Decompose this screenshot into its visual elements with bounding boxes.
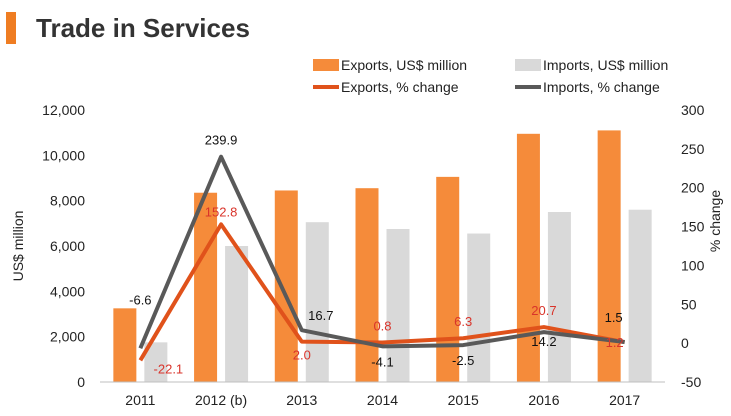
y-tick-label: 8,000 <box>50 193 85 209</box>
exports-change-label: 20.7 <box>531 303 556 318</box>
legend-label-exports-line: Exports, % change <box>341 79 459 95</box>
exports-change-label: 152.8 <box>205 204 238 219</box>
exports-change-label: 0.8 <box>373 319 391 334</box>
x-tick-label: 2015 <box>448 392 479 408</box>
imports-change-label: 14.2 <box>531 334 556 349</box>
x-tick-label: 2013 <box>286 392 317 408</box>
x-tick-label: 2012 (b) <box>195 392 247 408</box>
imports-change-label: -4.1 <box>371 354 393 369</box>
imports-bar <box>225 246 249 382</box>
x-tick-label: 2016 <box>528 392 559 408</box>
y-tick-label: 4,000 <box>50 283 85 299</box>
exports-bar <box>597 130 621 382</box>
imports-change-line <box>138 154 625 350</box>
legend-label-imports-bar: Imports, US$ million <box>543 57 668 73</box>
imports-change-label: 1.5 <box>605 310 623 325</box>
exports-bar <box>113 308 137 382</box>
exports-change-line <box>138 222 626 362</box>
y-right-tick-label: 0 <box>681 335 689 351</box>
x-tick-label: 2011 <box>125 392 155 408</box>
legend-label-exports-bar: Exports, US$ million <box>341 57 467 73</box>
exports-bar <box>194 192 218 382</box>
y-right-tick-label: 50 <box>681 296 697 312</box>
y-tick-label: 12,000 <box>42 102 85 118</box>
y-right-tick-label: 300 <box>681 102 705 118</box>
y-right-tick-label: 200 <box>681 180 705 196</box>
imports-change-label: 239.9 <box>205 133 238 148</box>
y-right-tick-label: -50 <box>681 374 701 390</box>
imports-bar <box>547 212 571 382</box>
y-tick-label: 10,000 <box>42 147 85 163</box>
exports-change-label: 2.0 <box>293 348 311 363</box>
exports-bar <box>516 133 540 382</box>
x-tick-label: 2017 <box>609 392 640 408</box>
y-tick-label: 2,000 <box>50 329 85 345</box>
imports-bar <box>628 209 652 382</box>
imports-bar <box>144 342 168 382</box>
legend-swatch-exports-bar <box>313 59 339 71</box>
y-right-axis-title: % change <box>707 190 723 252</box>
y-right-tick-label: 100 <box>681 257 705 273</box>
y-tick-label: 0 <box>77 374 85 390</box>
y-axis-title: US$ million <box>10 211 26 282</box>
exports-bar <box>274 190 298 382</box>
exports-change-label: 6.3 <box>454 314 472 329</box>
exports-bar <box>436 176 460 382</box>
y-right-tick-label: 250 <box>681 141 705 157</box>
y-tick-label: 6,000 <box>50 238 85 254</box>
exports-change-label: -22.1 <box>154 361 184 376</box>
page-title: Trade in Services <box>36 13 250 43</box>
y-right-tick-label: 150 <box>681 219 705 235</box>
x-tick-label: 2014 <box>367 392 398 408</box>
imports-change-label: 16.7 <box>308 308 333 323</box>
exports-change-label: 1.2 <box>606 335 624 350</box>
exports-bar <box>355 188 379 382</box>
title-accent-bar <box>6 12 16 44</box>
imports-change-label: -6.6 <box>129 292 151 307</box>
imports-change-label: -2.5 <box>452 353 474 368</box>
legend-swatch-imports-bar <box>515 59 541 71</box>
legend-label-imports-line: Imports, % change <box>543 79 660 95</box>
